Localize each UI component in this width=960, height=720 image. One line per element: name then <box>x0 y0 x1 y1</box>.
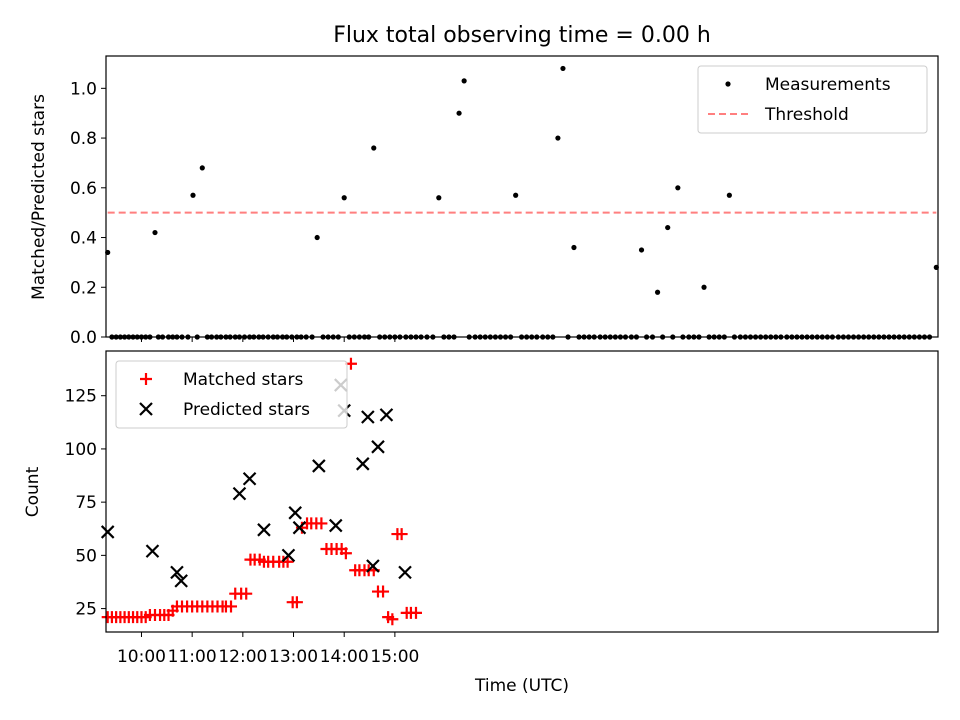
matched-star-point <box>409 606 422 619</box>
measurement-point <box>436 195 442 201</box>
predicted-star-point <box>292 520 307 535</box>
top-plot-frame <box>105 55 939 338</box>
legend-matched-marker <box>140 373 152 385</box>
bottom-x-tick-label: 14:00 <box>320 647 369 667</box>
bottom-x-tick-label: 11:00 <box>168 647 217 667</box>
predicted-star-point <box>257 523 271 537</box>
measurement-point <box>675 185 681 191</box>
predicted-star-point <box>328 518 343 533</box>
top-x-ticks <box>140 337 396 342</box>
predicted-star-point <box>361 410 375 424</box>
measurement-point <box>152 229 158 236</box>
measurement-point <box>371 145 377 151</box>
measurement-point <box>654 289 661 295</box>
bottom-y-axis-label: Count <box>23 466 43 517</box>
bottom-plot-frame <box>105 350 939 633</box>
predicted-star-point <box>145 544 160 558</box>
top-y-tick-label: 0.6 <box>70 179 97 199</box>
bottom-y-axis: 25 50 75 100 125 <box>65 387 106 620</box>
bottom-plot: 25 50 75 100 125 10:00 11:00 12:00 13:00 14:00 15… <box>23 350 939 696</box>
matched-star-point <box>377 585 390 598</box>
predicted-star-point <box>366 559 380 573</box>
matched-star-point <box>386 613 399 626</box>
bottom-x-tick-label: 12:00 <box>218 647 267 667</box>
measurement-point <box>314 234 320 241</box>
bottom-y-tick-label: 75 <box>75 493 97 513</box>
measurement-point <box>341 195 347 201</box>
x-axis-label: Time (UTC) <box>474 676 569 696</box>
matched-star-point <box>225 600 238 613</box>
predicted-star-point <box>174 574 188 588</box>
top-y-tick-label: 1.0 <box>70 79 97 99</box>
measurement-point <box>560 65 566 72</box>
bottom-x-axis: 10:00 11:00 12:00 13:00 14:00 15:00 <box>117 632 419 667</box>
top-y-tick-label: 0.0 <box>70 328 97 348</box>
bottom-y-tick-label: 50 <box>75 546 97 566</box>
bottom-y-tick-label: 125 <box>65 387 97 407</box>
predicted-star-point <box>232 486 247 501</box>
matched-star-point <box>240 587 253 600</box>
measurement-point <box>638 247 645 253</box>
bottom-x-tick-label: 15:00 <box>370 647 419 667</box>
measurement-point <box>190 192 196 198</box>
predicted-star-point <box>170 565 184 580</box>
measurement-point <box>726 192 732 198</box>
count-points <box>100 357 422 626</box>
legend-measurements-marker <box>725 81 731 87</box>
measurement-point <box>665 224 671 231</box>
bottom-y-tick-label: 100 <box>65 440 97 460</box>
measurement-point <box>701 284 707 290</box>
predicted-star-point <box>371 440 385 454</box>
predicted-star-point <box>100 525 115 539</box>
predicted-star-point <box>356 457 370 471</box>
matched-star-point <box>315 517 328 530</box>
legend-predicted-label: Predicted stars <box>183 400 310 420</box>
legend-predicted-marker <box>139 402 153 416</box>
predicted-star-point <box>288 506 302 520</box>
legend-matched-label: Matched stars <box>183 370 303 390</box>
bottom-y-tick-label: 25 <box>75 600 97 620</box>
predicted-star-point <box>312 459 326 473</box>
top-plot: 0.0 0.2 0.4 0.6 0.8 1.0 Matched/Predicted sta… <box>29 55 939 348</box>
legend-threshold-label: Threshold <box>764 105 849 125</box>
top-legend-box <box>697 65 928 134</box>
predicted-star-point <box>242 471 257 486</box>
predicted-star-point <box>398 565 412 580</box>
measurement-point <box>513 192 519 198</box>
measurement-point <box>571 244 577 251</box>
bottom-x-tick-label: 13:00 <box>269 647 318 667</box>
bottom-x-tick-label: 10:00 <box>117 647 166 667</box>
matched-star-point <box>339 547 352 560</box>
top-y-tick-label: 0.2 <box>70 278 97 298</box>
measurement-point <box>199 165 205 171</box>
top-y-axis: 0.0 0.2 0.4 0.6 0.8 1.0 <box>70 79 106 348</box>
bottom-legend: Matched stars Predicted stars <box>115 360 348 429</box>
matched-star-point <box>290 596 303 609</box>
predicted-star-point <box>281 548 296 563</box>
bottom-legend-box <box>115 360 348 429</box>
top-y-tick-label: 0.4 <box>70 229 97 249</box>
top-y-tick-label: 0.8 <box>70 129 97 149</box>
measurement-point <box>461 78 467 84</box>
measurement-point <box>456 110 462 116</box>
matched-star-point <box>395 528 408 541</box>
top-y-axis-label: Matched/Predicted stars <box>29 94 49 300</box>
predicted-star-point <box>379 408 394 422</box>
measurement-point <box>555 135 561 141</box>
legend-measurements-label: Measurements <box>765 75 891 95</box>
chart-title: Flux total observing time = 0.00 h <box>333 23 711 48</box>
top-legend: Measurements Threshold <box>697 65 928 134</box>
